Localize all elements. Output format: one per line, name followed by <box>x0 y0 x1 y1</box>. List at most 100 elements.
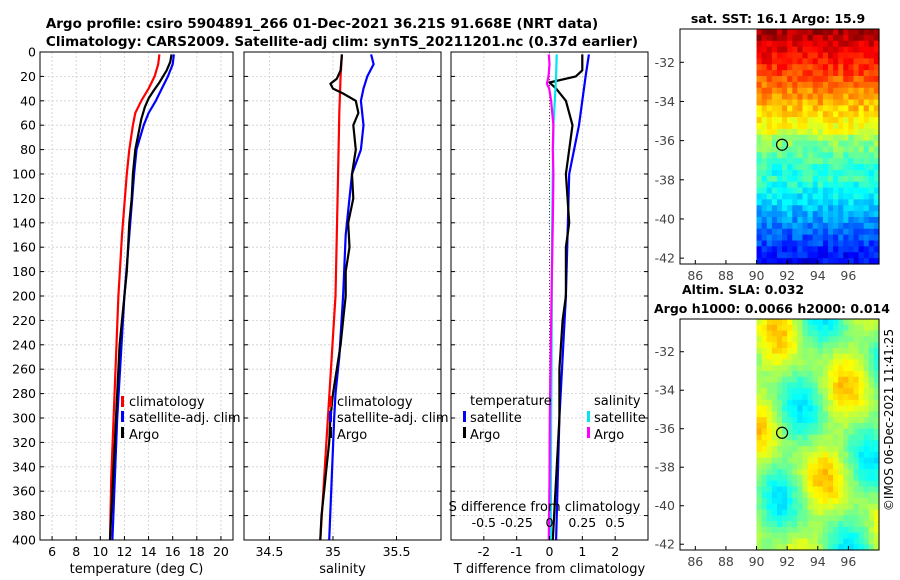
map-cell <box>833 451 839 459</box>
map-cell <box>761 486 768 493</box>
map-cell <box>797 193 804 200</box>
map-cell <box>853 234 860 242</box>
map-cell <box>807 463 814 470</box>
map-cell <box>797 463 804 470</box>
map-cell <box>868 64 875 71</box>
map-cell <box>858 29 865 36</box>
map-cell <box>873 93 880 101</box>
map-cell <box>761 503 768 511</box>
map-cell <box>776 64 783 71</box>
map-cell <box>853 211 860 218</box>
map-cell <box>843 52 849 59</box>
map-cell <box>822 411 829 418</box>
map-cell <box>833 99 839 106</box>
map-cell <box>848 336 855 343</box>
map-cell <box>838 158 844 165</box>
map-cell <box>843 365 849 372</box>
map-cell <box>771 193 778 200</box>
map-cell <box>792 342 798 349</box>
map-cell <box>833 181 839 189</box>
map-cell <box>782 134 788 142</box>
map-cell <box>761 29 768 36</box>
map-cell <box>792 117 798 124</box>
map-cell <box>807 29 814 36</box>
map-cell <box>756 394 763 401</box>
map-cell <box>807 187 814 195</box>
map-cell <box>761 342 768 349</box>
map-cell <box>817 538 824 545</box>
map-cell <box>863 353 870 361</box>
map-cell <box>843 521 849 528</box>
map-cell <box>858 76 865 83</box>
map-cell <box>833 87 839 95</box>
map-cell <box>863 446 870 453</box>
map-cell <box>848 388 855 395</box>
map-cell <box>812 76 819 83</box>
map-cell <box>848 34 855 42</box>
map-cell <box>838 123 844 130</box>
map-cell <box>807 240 814 247</box>
map-cell <box>853 434 860 441</box>
map-cell <box>787 538 793 545</box>
map-cell <box>771 146 778 153</box>
map-cell <box>838 509 844 516</box>
map-cell <box>776 240 783 247</box>
map-cell <box>863 140 870 148</box>
map-cell <box>756 319 763 326</box>
map-cell <box>797 457 804 464</box>
map-cell <box>843 158 849 165</box>
map-cell <box>766 342 773 349</box>
map-cell <box>761 252 768 259</box>
map-cell <box>833 123 839 130</box>
map-cell <box>843 417 849 424</box>
map-cell <box>771 240 778 247</box>
map-cell <box>812 324 819 332</box>
map-cell <box>802 228 809 236</box>
argo-location-marker <box>775 138 789 151</box>
map-cell <box>761 365 768 372</box>
map-cell <box>817 492 824 499</box>
map-cell <box>792 319 798 326</box>
map-cell <box>807 342 814 349</box>
map-cell <box>827 240 834 247</box>
legend-swatch-s-argo <box>587 427 590 438</box>
map-cell <box>843 388 849 395</box>
map-cell <box>873 228 880 236</box>
y-tick-label: 220 <box>12 313 36 328</box>
map-cell <box>797 175 804 183</box>
map-cell <box>782 164 788 171</box>
map-cell <box>761 158 768 165</box>
map-cell <box>858 376 865 384</box>
map-cell <box>792 509 798 516</box>
map-cell <box>827 134 834 142</box>
map-cell <box>868 388 875 395</box>
map-cell <box>802 117 809 124</box>
map-cell <box>848 342 855 349</box>
map-cell <box>822 146 829 153</box>
map-cell <box>782 324 788 332</box>
map-cell <box>802 70 809 77</box>
map-cell <box>873 40 880 48</box>
map-cell <box>771 544 778 551</box>
map-cell <box>833 64 839 71</box>
map-cell <box>787 422 793 430</box>
map-cell <box>843 394 849 401</box>
map-cell <box>843 111 849 118</box>
map-cell <box>807 123 814 130</box>
map-cell <box>853 492 860 499</box>
map-cell <box>868 199 875 206</box>
map-cell <box>838 46 844 54</box>
map-cell <box>761 388 768 395</box>
map-cell <box>853 474 860 482</box>
map-cell <box>807 370 814 378</box>
map-cell <box>868 394 875 401</box>
map-cell <box>827 526 834 534</box>
map-cell <box>833 211 839 218</box>
lat-tick-label: -40 <box>655 498 675 513</box>
map-cell <box>776 492 783 499</box>
map-cell <box>787 434 793 441</box>
map-cell <box>787 492 793 499</box>
map-cell <box>838 469 844 476</box>
map-cell <box>848 503 855 511</box>
map-cell <box>761 469 768 476</box>
